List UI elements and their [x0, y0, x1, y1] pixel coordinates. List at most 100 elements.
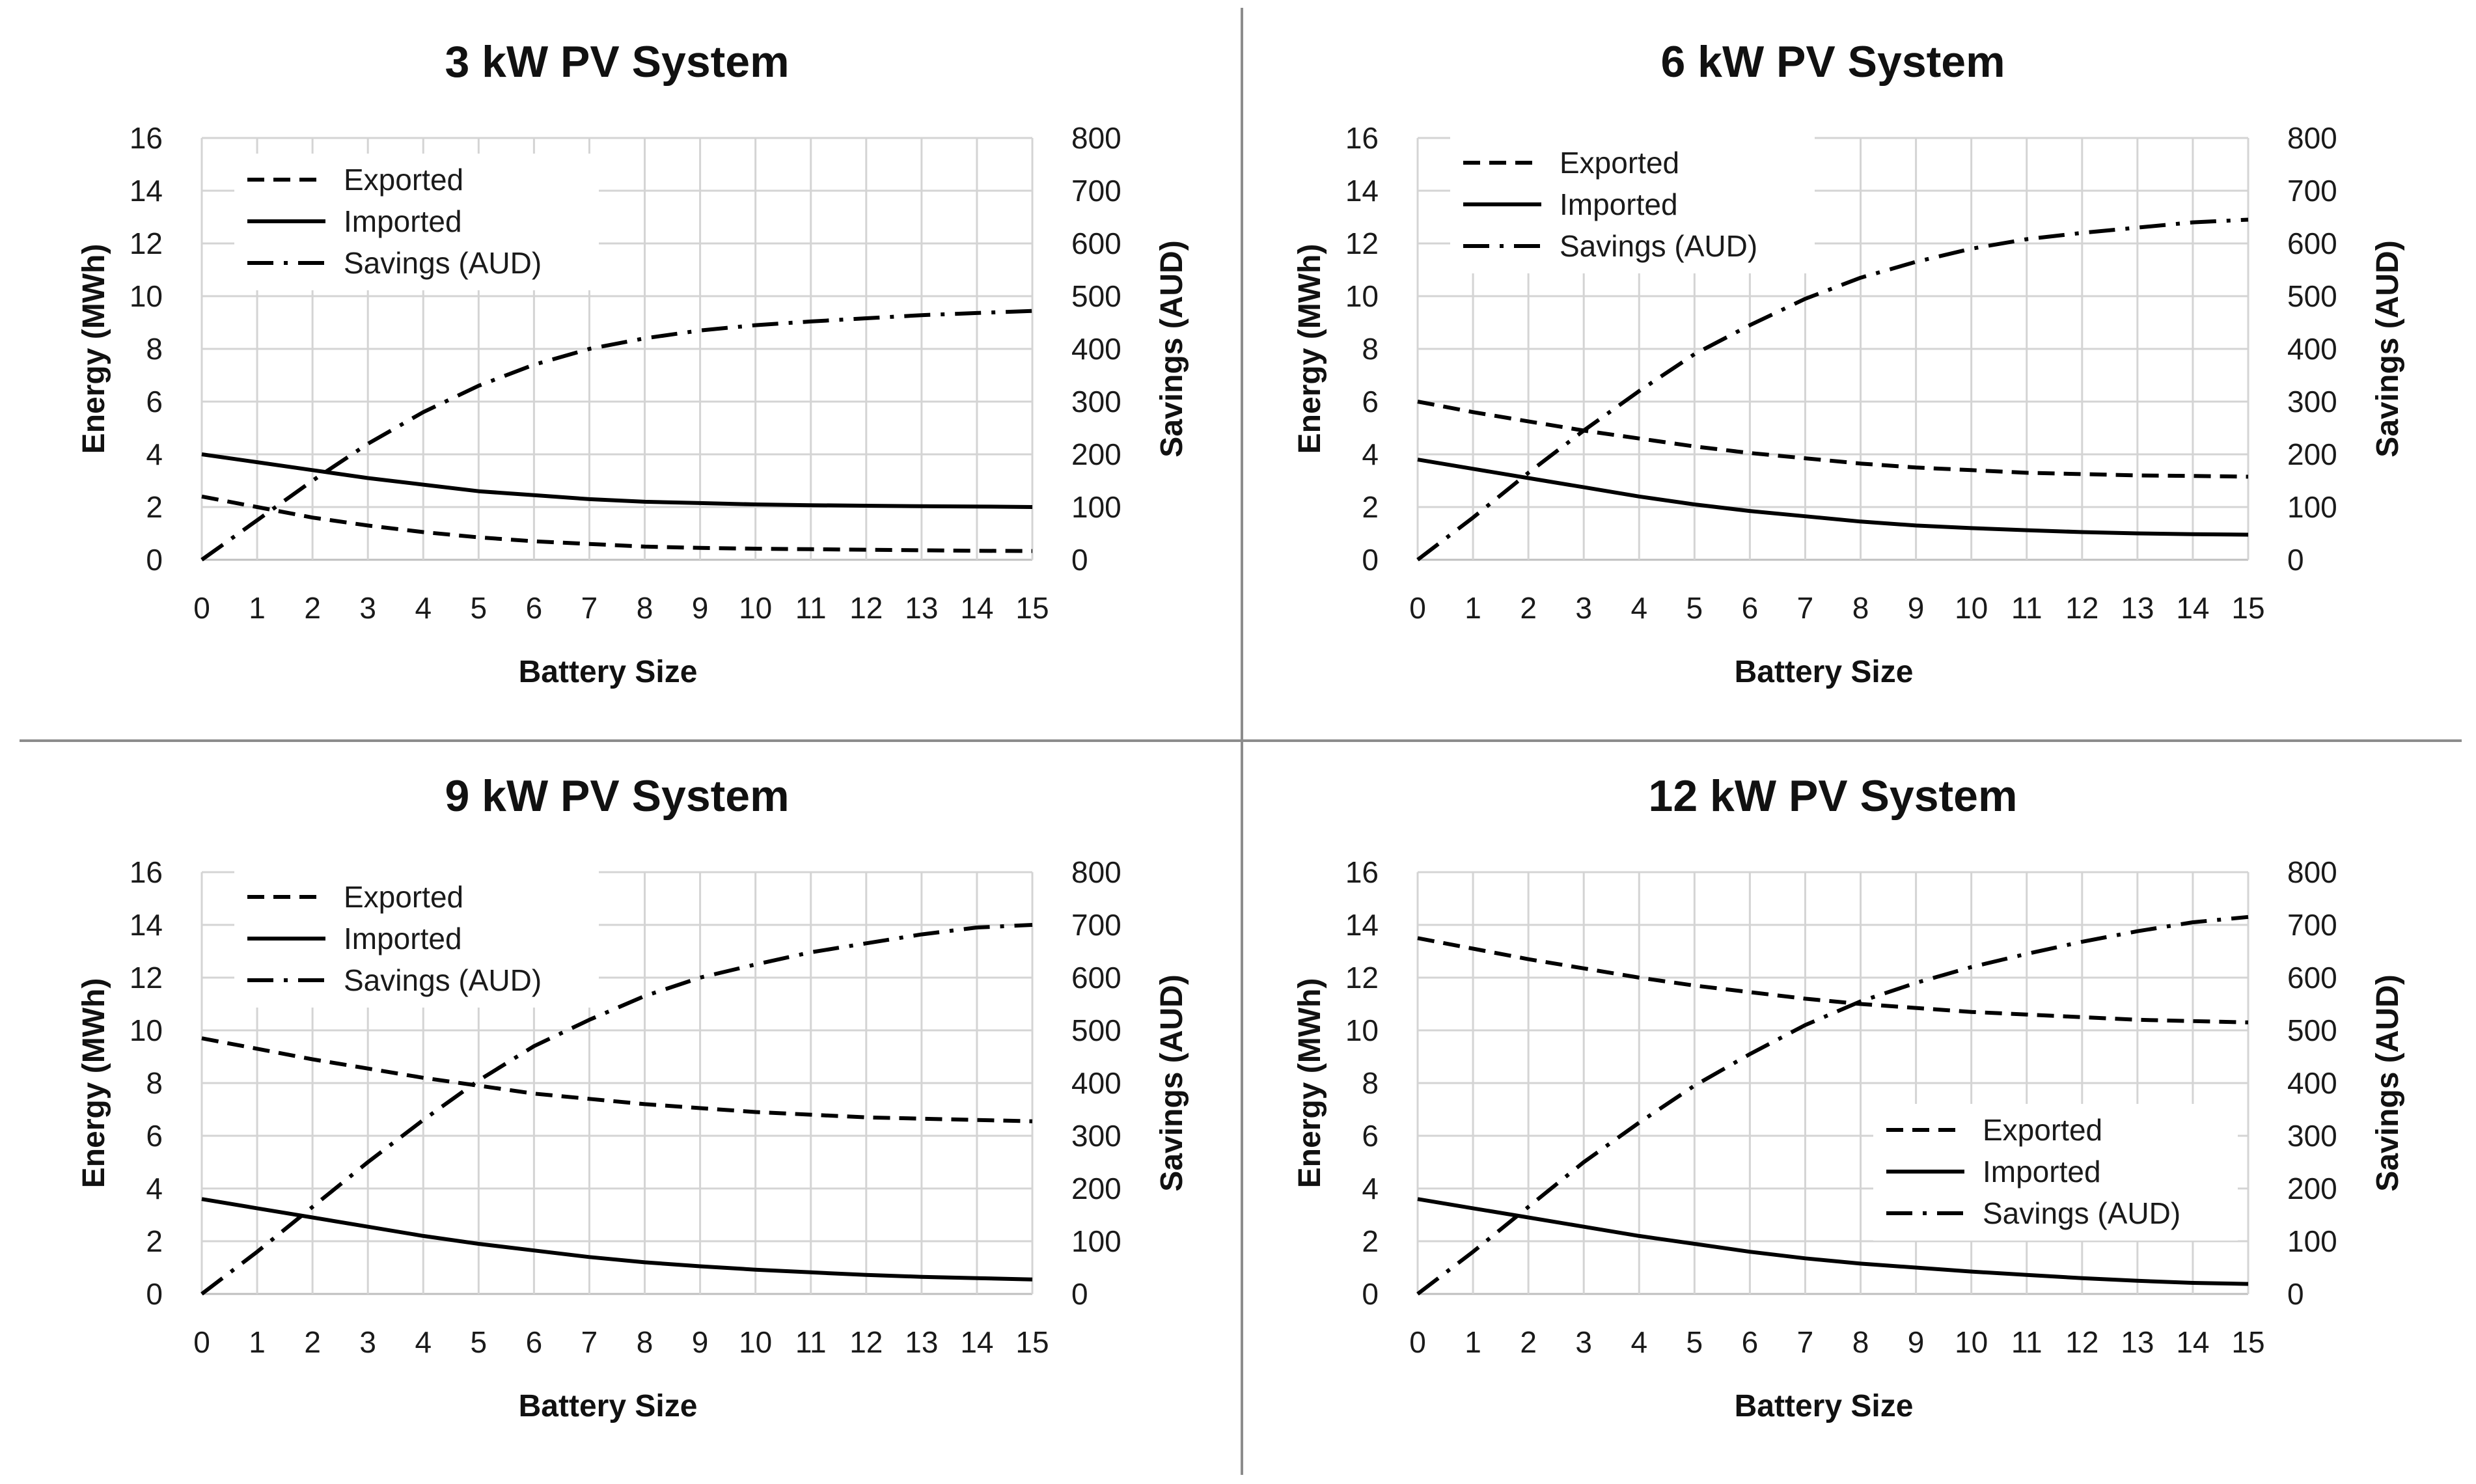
- right-axis-tick-label: 400: [2287, 1066, 2337, 1100]
- x-axis-label: Battery Size: [1735, 655, 1914, 689]
- x-axis-tick-label: 7: [581, 1325, 598, 1359]
- right-axis-tick-label: 800: [2287, 855, 2337, 889]
- left-axis-tick-label: 8: [1362, 332, 1379, 366]
- left-axis-tick-label: 0: [1362, 1277, 1379, 1311]
- chart-title: 6 kW PV System: [1660, 37, 2005, 87]
- chart-title: 9 kW PV System: [445, 771, 789, 821]
- left-axis-tick-label: 14: [130, 174, 163, 208]
- series-line-exported: [1417, 400, 2249, 479]
- left-axis-tick-label: 4: [146, 1172, 163, 1205]
- x-axis-tick-label: 8: [1852, 1325, 1869, 1359]
- left-axis-tick-label: 10: [1345, 1013, 1379, 1047]
- right-axis-tick-label: 400: [2287, 332, 2337, 366]
- y2-axis-label: Savings (AUD): [1155, 240, 1189, 457]
- series-line-imported: [201, 1197, 1033, 1282]
- legend-label: Imported: [1560, 187, 1678, 221]
- chart-panels: 3 kW PV System02468101214160100200300400…: [77, 37, 2405, 1423]
- x-axis-tick-label: 9: [692, 591, 709, 625]
- x-axis-tick-label: 3: [1575, 1325, 1592, 1359]
- chart-panel-4: 12 kW PV System0246810121416010020030040…: [1293, 771, 2405, 1423]
- legend: Exported Imported Savings (AUD): [234, 871, 599, 1008]
- right-axis-tick-label: 500: [2287, 1013, 2337, 1047]
- right-axis-tick-label: 200: [1071, 437, 1121, 471]
- x-axis-tick-label: 2: [304, 591, 321, 625]
- right-axis-tick-label: 600: [1071, 961, 1121, 995]
- left-axis-tick-label: 14: [130, 908, 163, 942]
- x-axis-tick-label: 0: [193, 1325, 210, 1359]
- legend-label: Imported: [344, 204, 462, 238]
- x-axis-label: Battery Size: [1735, 1389, 1914, 1423]
- left-axis-tick-label: 10: [1345, 279, 1379, 313]
- x-axis-tick-label: 6: [526, 591, 543, 625]
- left-axis-tick-label: 12: [130, 961, 163, 995]
- x-axis-tick-label: 11: [795, 1325, 827, 1359]
- left-axis-tick-label: 6: [1362, 1119, 1379, 1153]
- x-axis-tick-label: 13: [905, 1325, 938, 1359]
- x-axis-tick-label: 1: [249, 591, 266, 625]
- series-line-exported: [1417, 936, 2249, 1024]
- right-axis-tick-label: 200: [1071, 1172, 1121, 1205]
- series-line-imported: [1417, 458, 2249, 537]
- right-axis-tick-label: 0: [1071, 1277, 1088, 1311]
- x-axis-tick-label: 13: [2121, 591, 2154, 625]
- left-axis-tick-label: 12: [1345, 227, 1379, 260]
- legend-label: Savings (AUD): [344, 963, 542, 997]
- legend: Exported Imported Savings (AUD): [1873, 1104, 2238, 1241]
- right-axis-tick-label: 700: [1071, 174, 1121, 208]
- x-axis-label: Battery Size: [519, 655, 698, 689]
- x-axis-tick-label: 10: [1955, 591, 1988, 625]
- x-axis-tick-label: 5: [1686, 1325, 1703, 1359]
- x-axis-tick-label: 8: [1852, 591, 1869, 625]
- series-line-savings-aud: [1416, 217, 2249, 562]
- y-axis-label: Energy (MWh): [77, 244, 111, 454]
- right-axis-tick-label: 700: [1071, 908, 1121, 942]
- legend-label: Exported: [1983, 1113, 2102, 1147]
- legend-label: Savings (AUD): [1983, 1196, 2180, 1230]
- x-axis-tick-label: 11: [795, 591, 827, 625]
- x-axis-tick-label: 10: [739, 1325, 772, 1359]
- x-axis-tick-label: 1: [249, 1325, 266, 1359]
- x-axis-tick-label: 0: [1409, 1325, 1426, 1359]
- series-line-savings-aud: [1416, 914, 2249, 1296]
- series-line-savings-aud: [200, 309, 1033, 562]
- left-axis-tick-label: 0: [146, 543, 163, 577]
- x-axis-tick-label: 0: [193, 591, 210, 625]
- left-axis-tick-label: 12: [1345, 961, 1379, 995]
- x-axis-tick-label: 4: [415, 1325, 432, 1359]
- right-axis-tick-label: 0: [2287, 1277, 2304, 1311]
- left-axis-tick-label: 2: [1362, 490, 1379, 524]
- x-axis-tick-label: 11: [2011, 591, 2043, 625]
- left-axis-tick-label: 4: [1362, 1172, 1379, 1205]
- left-axis-tick-label: 16: [1345, 121, 1379, 155]
- left-axis-tick-label: 0: [1362, 543, 1379, 577]
- chart-panel-2: 6 kW PV System02468101214160100200300400…: [1293, 37, 2405, 689]
- y-axis-label: Energy (MWh): [1293, 244, 1327, 454]
- x-axis-tick-label: 9: [1908, 1325, 1925, 1359]
- x-axis-tick-label: 6: [526, 1325, 543, 1359]
- right-axis-tick-label: 100: [2287, 490, 2337, 524]
- left-axis-tick-label: 10: [130, 1013, 163, 1047]
- legend-label: Exported: [1560, 146, 1679, 180]
- chart-panel-1: 3 kW PV System02468101214160100200300400…: [77, 37, 1189, 689]
- chart-panel-3: 9 kW PV System02468101214160100200300400…: [77, 771, 1189, 1423]
- legend: Exported Imported Savings (AUD): [1450, 137, 1815, 273]
- legend-label: Savings (AUD): [1560, 229, 1757, 263]
- series-line-imported: [201, 452, 1033, 509]
- legend-label: Imported: [1983, 1155, 2101, 1189]
- right-axis-tick-label: 100: [1071, 490, 1121, 524]
- series-line-exported: [201, 494, 1033, 553]
- right-axis-tick-label: 200: [2287, 437, 2337, 471]
- left-axis-tick-label: 14: [1345, 908, 1379, 942]
- right-axis-tick-label: 700: [2287, 174, 2337, 208]
- right-axis-tick-label: 300: [2287, 385, 2337, 419]
- left-axis-tick-label: 12: [130, 227, 163, 260]
- x-axis-tick-label: 13: [905, 591, 938, 625]
- right-axis-tick-label: 0: [1071, 543, 1088, 577]
- right-axis-tick-label: 200: [2287, 1172, 2337, 1205]
- right-axis-tick-label: 400: [1071, 1066, 1121, 1100]
- right-axis-tick-label: 500: [1071, 279, 1121, 313]
- x-axis-tick-label: 4: [415, 591, 432, 625]
- x-axis-tick-label: 3: [359, 1325, 376, 1359]
- left-axis-tick-label: 6: [1362, 385, 1379, 419]
- x-axis-tick-label: 10: [1955, 1325, 1988, 1359]
